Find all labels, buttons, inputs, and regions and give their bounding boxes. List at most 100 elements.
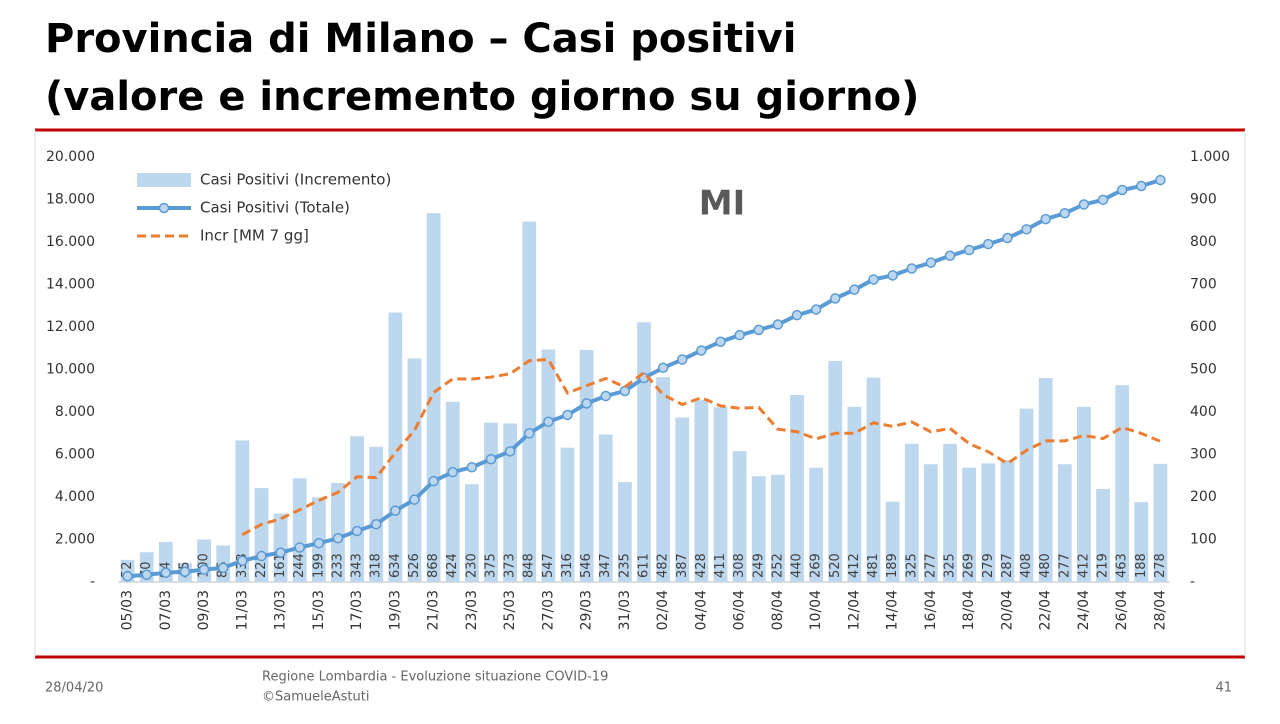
line-marker — [696, 345, 707, 356]
line-marker — [122, 570, 133, 582]
x-tick-label: 02/04 — [655, 590, 671, 630]
bar — [828, 361, 843, 582]
data-label: 440 — [790, 553, 805, 578]
bar — [790, 395, 804, 582]
data-label: 318 — [369, 553, 384, 578]
line-marker — [447, 466, 458, 478]
data-label: 412 — [1076, 553, 1091, 578]
data-label: 233 — [330, 553, 345, 578]
bar — [464, 484, 479, 582]
y2-tick-label: 600 — [1190, 319, 1217, 335]
x-tick-label: 10/04 — [808, 590, 824, 630]
bar — [426, 213, 441, 582]
y2-tick-label: 100 — [1190, 532, 1217, 548]
annotation: MI — [699, 184, 745, 224]
bar — [866, 377, 881, 582]
y2-tick-label: 900 — [1190, 192, 1217, 208]
bar — [1057, 464, 1072, 582]
y2-tick-label: 500 — [1190, 362, 1217, 378]
data-label: 235 — [617, 553, 632, 578]
bar — [407, 358, 422, 582]
x-tick-label: 27/03 — [540, 590, 556, 630]
line-marker — [351, 525, 363, 537]
slide-date: 28/04/20 — [45, 681, 103, 696]
bar — [579, 349, 594, 582]
line-marker — [179, 566, 191, 578]
line-marker — [715, 336, 726, 347]
line-marker — [944, 250, 956, 261]
y2-tick-label: 400 — [1190, 404, 1217, 420]
line-marker — [657, 362, 669, 374]
line-marker — [1040, 213, 1051, 225]
bar — [885, 501, 900, 582]
data-label: 308 — [732, 553, 747, 578]
data-label: 482 — [656, 553, 671, 578]
data-label: 463 — [1115, 553, 1130, 578]
bar — [350, 436, 364, 582]
line-marker — [734, 329, 745, 341]
x-tick-label: 21/03 — [426, 590, 442, 630]
data-label: 244 — [292, 553, 307, 578]
x-tick-label: 23/03 — [464, 590, 480, 630]
data-label: 546 — [579, 553, 594, 578]
line-marker — [485, 454, 497, 465]
line-marker — [275, 547, 286, 558]
line-marker — [1136, 180, 1147, 192]
bar — [637, 322, 651, 582]
bar — [675, 417, 690, 582]
x-tick-label: 24/04 — [1076, 590, 1092, 630]
line-marker — [600, 390, 611, 402]
line-marker — [963, 244, 975, 256]
line-marker — [887, 270, 898, 281]
x-tick-label: 05/03 — [120, 590, 136, 630]
line-marker — [925, 257, 937, 268]
bar — [924, 464, 938, 582]
x-tick-label: 25/03 — [502, 590, 518, 630]
line-marker — [198, 564, 210, 575]
x-tick-label: 12/04 — [846, 590, 862, 630]
line-marker — [1078, 199, 1090, 210]
legend-swatch — [137, 173, 191, 187]
bar — [847, 406, 862, 582]
y-tick-label: 10.000 — [46, 362, 95, 378]
line-marker — [370, 518, 382, 530]
y-tick-label: 4.000 — [55, 489, 95, 505]
bar — [1115, 385, 1130, 582]
data-label: 219 — [1096, 553, 1111, 578]
data-label: 408 — [1019, 553, 1034, 578]
data-label: 411 — [713, 553, 728, 578]
data-label: 848 — [522, 553, 537, 578]
y-tick-label: 6.000 — [55, 447, 95, 463]
data-label: 269 — [962, 553, 977, 578]
bar — [617, 482, 632, 582]
line-marker — [237, 555, 248, 566]
line-marker — [1097, 194, 1109, 206]
line-marker — [466, 461, 478, 473]
legend-label: Casi Positivi (Totale) — [200, 199, 350, 217]
y2-tick-label: 200 — [1190, 489, 1217, 505]
x-tick-label: 13/03 — [273, 590, 289, 630]
x-tick-label: 20/04 — [999, 590, 1015, 630]
line-marker — [772, 319, 784, 330]
line-marker — [141, 569, 152, 580]
data-label: 611 — [637, 553, 652, 578]
data-label: 161 — [273, 553, 288, 578]
data-label: 480 — [1038, 553, 1053, 578]
line-marker — [791, 309, 803, 321]
y2-tick-label: 300 — [1190, 447, 1217, 463]
bar — [292, 478, 307, 582]
data-label: 278 — [1153, 553, 1168, 578]
legend-label: Incr [MM 7 gg] — [200, 227, 309, 245]
bar — [962, 467, 977, 582]
x-tick-label: 31/03 — [617, 590, 633, 630]
data-label: 868 — [426, 553, 441, 578]
data-label: 412 — [847, 553, 862, 578]
data-label: 277 — [923, 553, 938, 578]
line-marker — [294, 542, 305, 553]
line-marker — [313, 537, 325, 549]
data-label: 252 — [770, 553, 785, 578]
x-tick-label: 07/03 — [158, 590, 174, 630]
x-tick-label: 09/03 — [196, 590, 212, 630]
line-marker — [428, 475, 439, 487]
bar — [904, 443, 919, 582]
